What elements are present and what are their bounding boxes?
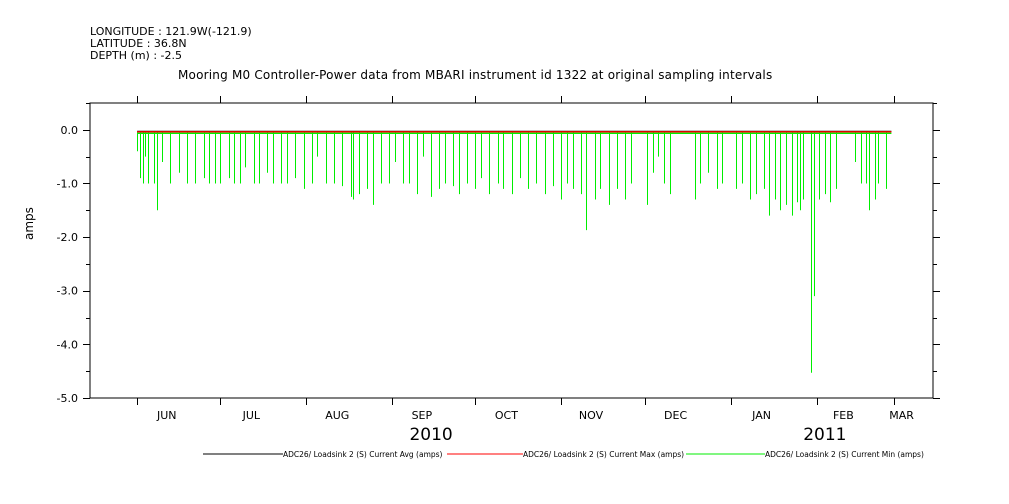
latitude-label: LATITUDE : 36.8N [90,37,187,50]
x-year-label: 2011 [803,425,846,445]
legend-label-3: ADC26/ Loadsink 2 (S) Current Min (amps) [765,450,924,459]
min-series-spikes [137,132,887,373]
x-month-label: SEP [412,409,433,422]
x-year-label: 2010 [409,425,452,445]
series-baselines [137,130,892,135]
x-month-label: DEC [664,409,687,422]
x-month-label: JUN [156,409,177,422]
y-tick-label: -3.0 [57,285,78,298]
plot-frame [89,102,934,399]
plot-border [89,102,934,399]
y-tick-label: -2.0 [57,231,78,244]
y-tick-label: -1.0 [57,177,78,190]
x-month-label: JUL [242,409,261,422]
x-month-label: JAN [751,409,771,422]
x-month-label: NOV [579,409,604,422]
x-month-label: OCT [495,409,518,422]
legend-label-2: ADC26/ Loadsink 2 (S) Current Max (amps) [523,450,684,459]
longitude-label: LONGITUDE : 121.9W(-121.9) [90,25,252,38]
y-tick-label: -4.0 [57,338,78,351]
legend: ADC26/ Loadsink 2 (S) Current Avg (amps)… [203,450,924,459]
x-axis: JUN JUL AUG SEP OCT NOV DEC JAN FEB MAR 2010 2011 [137,96,914,445]
chart-title: Mooring M0 Controller-Power data from MB… [178,68,773,82]
y-tick-label: -5.0 [57,392,78,405]
y-tick-label: 0.0 [61,124,79,137]
x-month-label: FEB [833,409,854,422]
legend-label-1: ADC26/ Loadsink 2 (S) Current Avg (amps) [283,450,443,459]
x-month-label: AUG [325,409,349,422]
x-month-label: MAR [889,409,914,422]
y-axis: 0.0 -1.0 -2.0 -3.0 -4.0 -5.0 [57,103,940,405]
depth-label: DEPTH (m) : -2.5 [90,49,183,62]
